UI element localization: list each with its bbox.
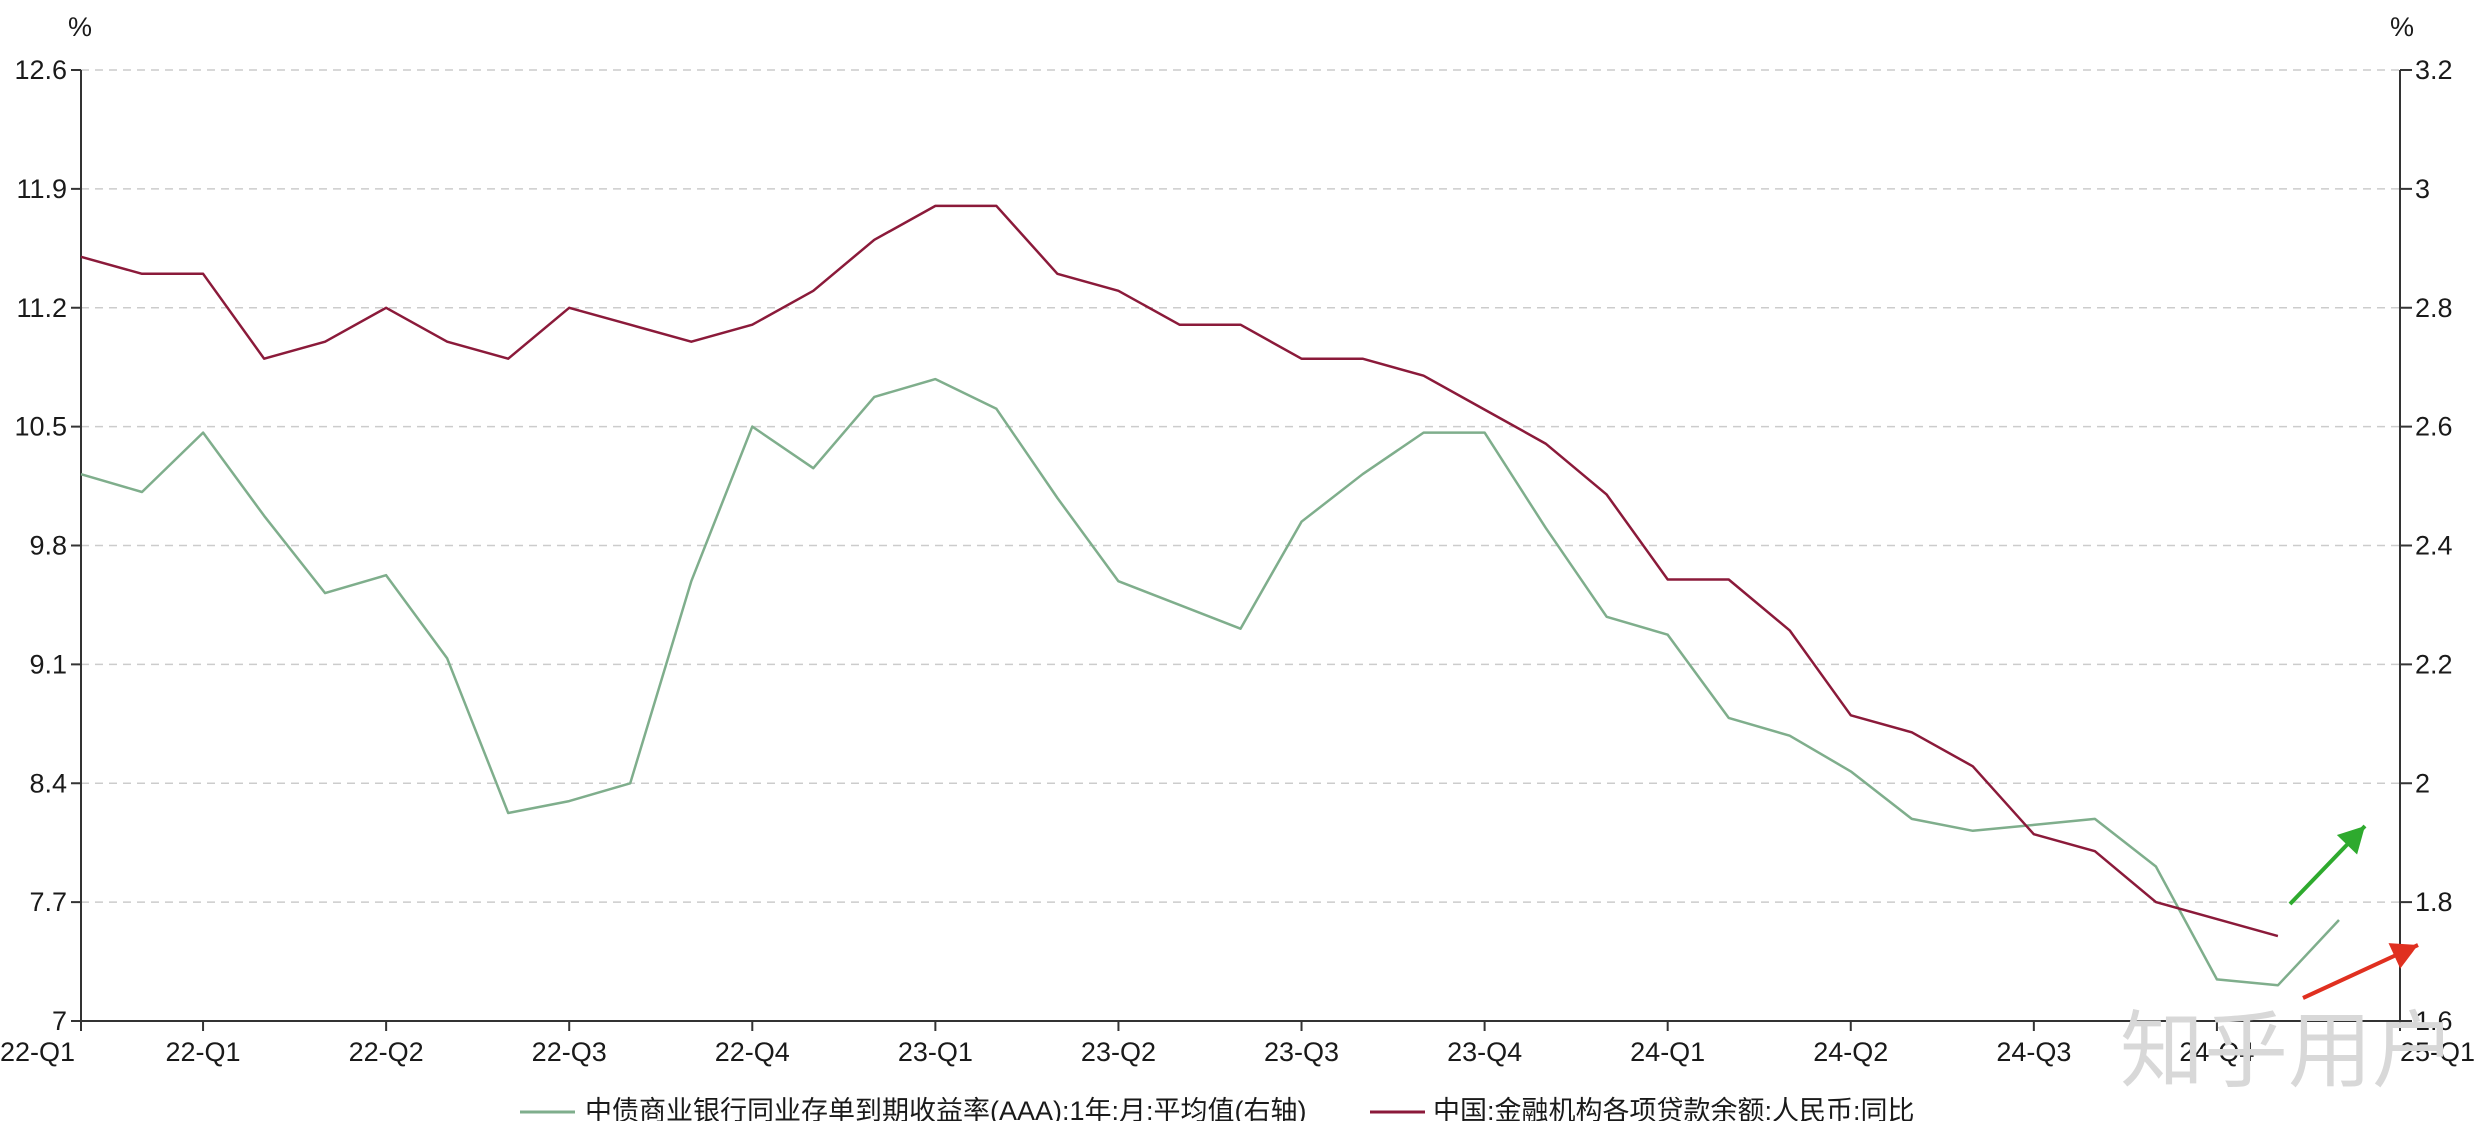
- right-tick-label: 3: [2415, 174, 2430, 204]
- grid-layer: [81, 69, 2400, 903]
- x-tick-label: 22-Q4: [715, 1037, 790, 1067]
- left-tick-label: 7: [52, 1006, 67, 1036]
- x-tick-label: 23-Q3: [1264, 1037, 1339, 1067]
- x-tick-label: 25-Q1: [2400, 1037, 2475, 1067]
- left-tick-label: 9.8: [29, 531, 67, 561]
- right-tick-label: 2.2: [2415, 649, 2453, 679]
- right-tick-label: 1.6: [2415, 1006, 2453, 1036]
- axes-layer: % %: [68, 12, 2414, 1022]
- x-tick-label: 23-Q2: [1081, 1037, 1156, 1067]
- left-tick-label: 12.6: [14, 55, 67, 85]
- left-tick-label: 7.7: [29, 887, 67, 917]
- left-tick-label: 8.4: [29, 768, 67, 798]
- x-tick-label: 24-Q4: [2179, 1037, 2254, 1067]
- red-arrow-head: [2388, 943, 2418, 969]
- legend-layer: 中债商业银行同业存单到期收益率(AAA):1年:月:平均值(右轴) 中国:金融机…: [520, 1096, 1915, 1121]
- series-layer: [80, 204, 2340, 987]
- x-tick-label: 22-Q2: [349, 1037, 424, 1067]
- left-axis-ticks: 7 7.7 8.4 9.1 9.8 10.5 11.2 11.9 12.6: [14, 55, 81, 1036]
- left-tick-label: 11.2: [16, 293, 67, 323]
- right-tick-label: 1.8: [2415, 887, 2453, 917]
- watermark-text: 知乎用户: [2120, 1002, 2456, 1100]
- watermark-layer: 知乎用户: [2120, 1002, 2456, 1100]
- left-tick-label: 10.5: [14, 412, 67, 442]
- series-line-0: [80, 377, 2340, 987]
- x-tick-label: 22-Q3: [532, 1037, 607, 1067]
- x-tick-label: 24-Q2: [1813, 1037, 1888, 1067]
- right-tick-label: 2.8: [2415, 293, 2453, 323]
- annotation-layer: [2288, 824, 2419, 1000]
- x-axis-ticks: 22-Q1 22-Q1 22-Q2 22-Q3 22-Q4 23-Q1 23-Q2 23-Q3…: [0, 1021, 2475, 1067]
- right-tick-label: 2.6: [2415, 412, 2453, 442]
- legend-label-loan-growth: 中国:金融机构各项贷款余额:人民币:同比: [1433, 1096, 1915, 1121]
- legend-label-cd-yield: 中债商业银行同业存单到期收益率(AAA):1年:月:平均值(右轴): [585, 1096, 1307, 1121]
- x-tick-label: 22-Q1: [0, 1037, 75, 1067]
- x-tick-label: 24-Q1: [1630, 1037, 1705, 1067]
- x-tick-label: 23-Q4: [1447, 1037, 1522, 1067]
- right-axis-unit: %: [2390, 12, 2414, 42]
- right-tick-label: 3.2: [2415, 55, 2453, 85]
- green-arrow-head: [2336, 826, 2365, 855]
- right-tick-label: 2.4: [2415, 531, 2453, 561]
- left-tick-label: 9.1: [29, 649, 67, 679]
- x-tick-label: 22-Q1: [166, 1037, 241, 1067]
- x-tick-label: 23-Q1: [898, 1037, 973, 1067]
- right-axis-ticks: 1.6 1.8 2 2.2 2.4 2.6 2.8 3 3.2: [2400, 55, 2453, 1036]
- left-tick-label: 11.9: [16, 174, 67, 204]
- right-tick-label: 2: [2415, 768, 2430, 798]
- series-line-1: [80, 204, 2279, 938]
- x-tick-label: 24-Q3: [1996, 1037, 2071, 1067]
- left-axis-unit: %: [68, 12, 92, 42]
